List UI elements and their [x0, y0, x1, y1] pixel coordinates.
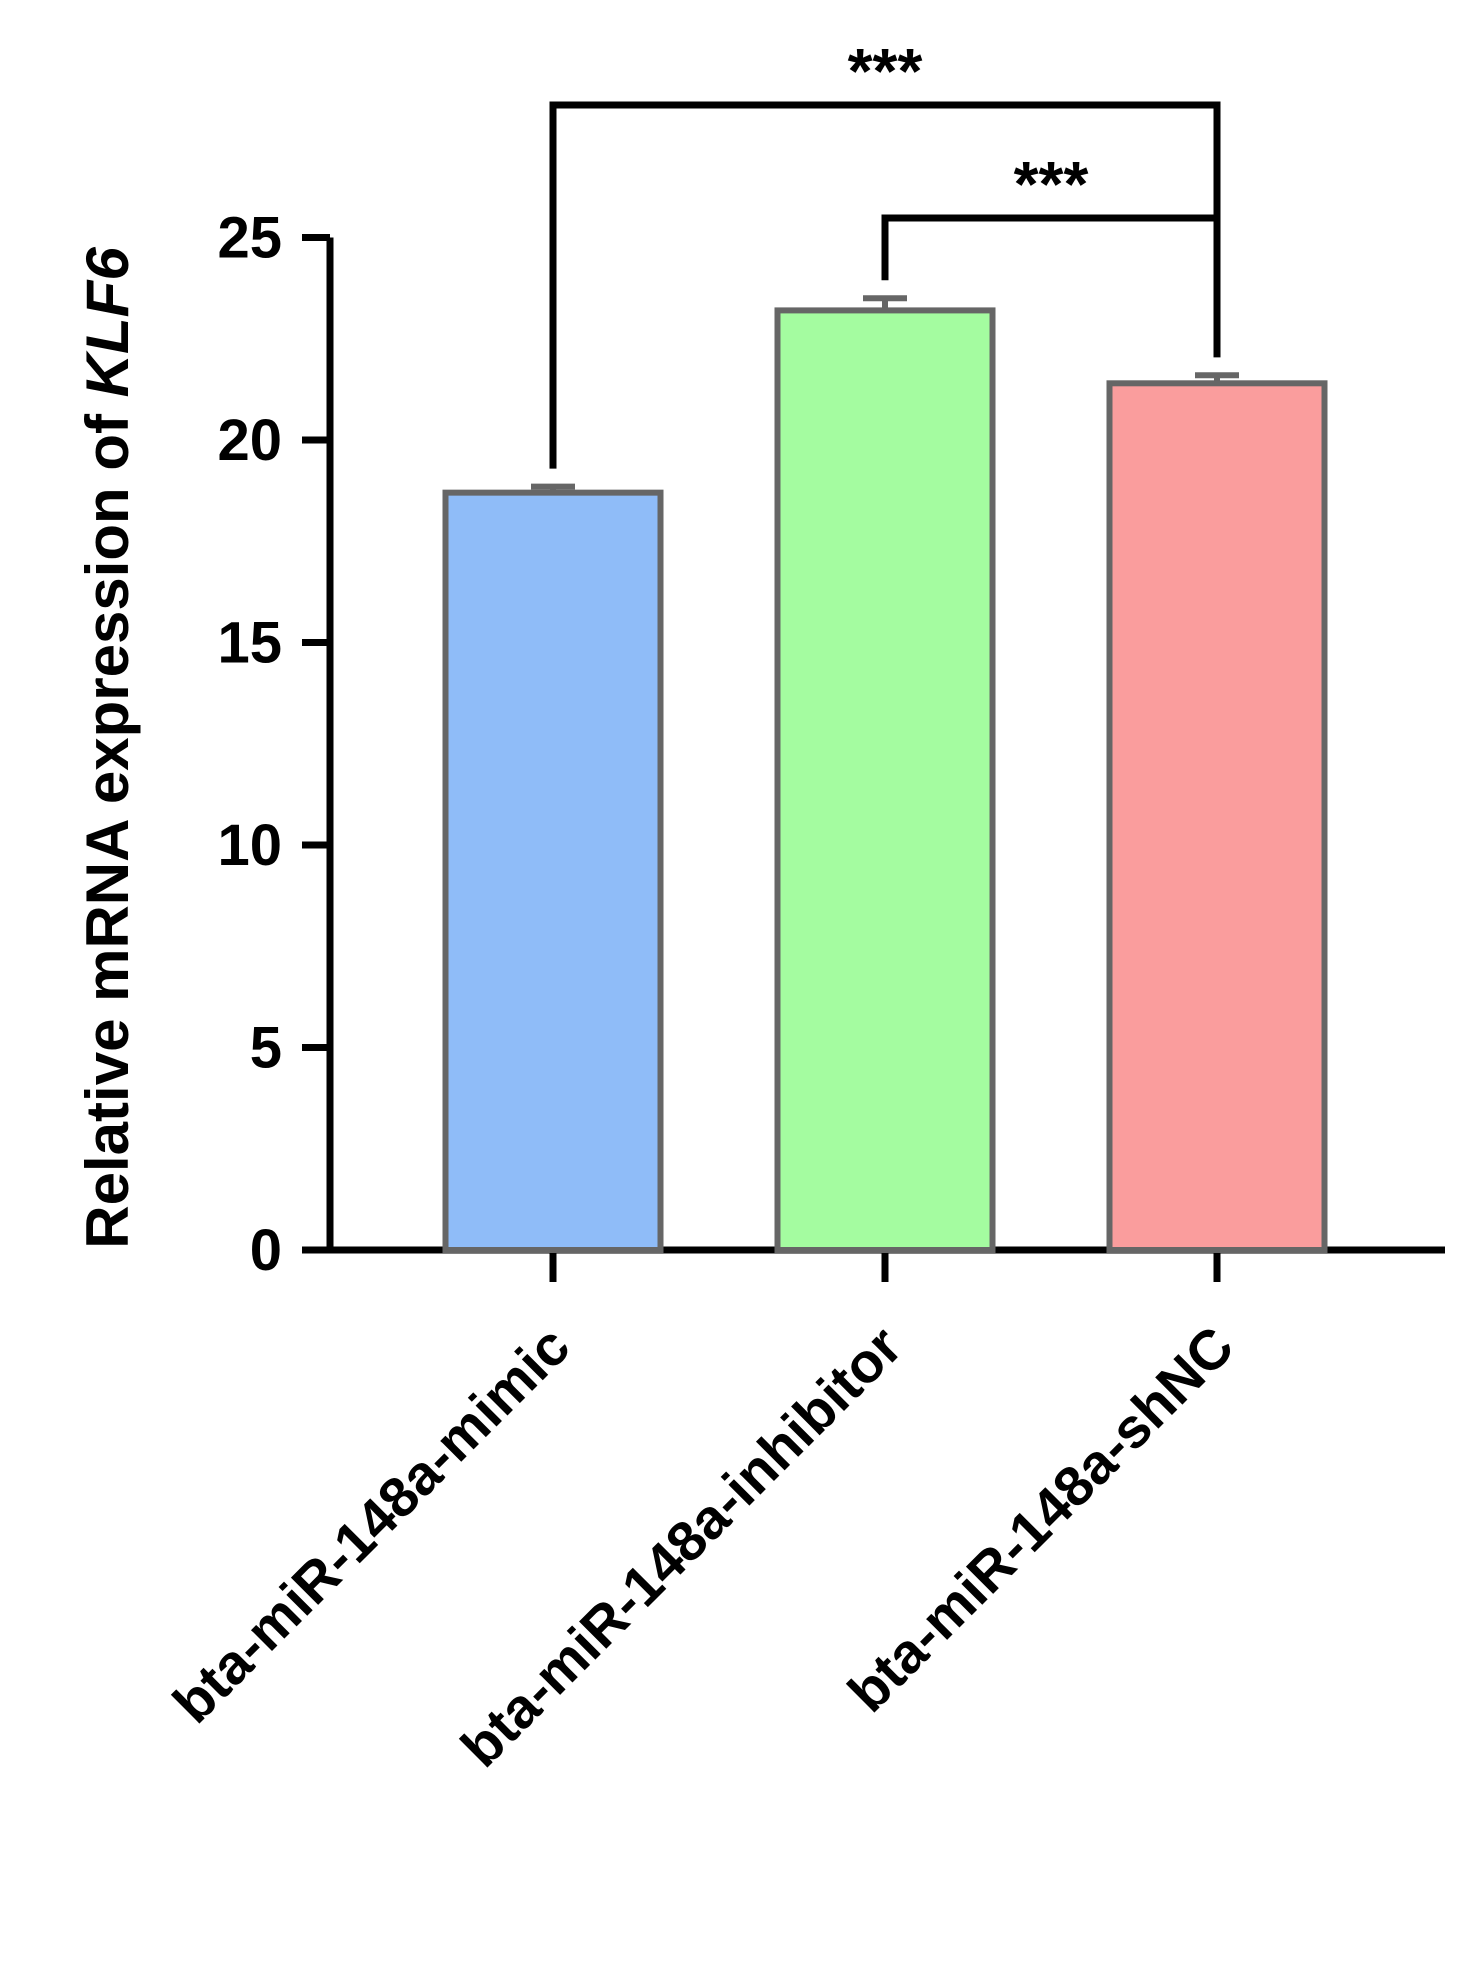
y-tick-label: 15: [217, 611, 282, 676]
significance-label: ***: [848, 35, 923, 107]
y-tick-label: 10: [217, 813, 282, 878]
significance-bracket: [881, 214, 1221, 358]
significance-brackets: *** ***: [549, 35, 1221, 469]
significance-label: ***: [1014, 148, 1089, 220]
y-tick-label: 25: [217, 206, 282, 271]
y-tick-label: 5: [250, 1016, 282, 1081]
x-tick-label: bta-miR-148a-shNC: [836, 1314, 1246, 1724]
error-bars: [531, 295, 1239, 493]
x-tick-labels: bta-miR-148a-mimicbta-miR-148a-inhibitor…: [161, 1314, 1246, 1779]
y-tick-label: 0: [250, 1218, 282, 1283]
y-axis-label: Relative mRNA expression of KLF6: [74, 247, 141, 1249]
bars: [442, 307, 1328, 1253]
bar: [442, 489, 664, 1253]
bar: [774, 307, 996, 1253]
bar: [1106, 380, 1328, 1253]
y-axis-label-prefix: Relative mRNA expression of: [74, 397, 141, 1248]
y-axis-label-gene: KLF6: [74, 247, 141, 398]
y-ticks: 0 5 10 15 20 25: [217, 206, 330, 1283]
y-tick-label: 20: [217, 408, 282, 473]
